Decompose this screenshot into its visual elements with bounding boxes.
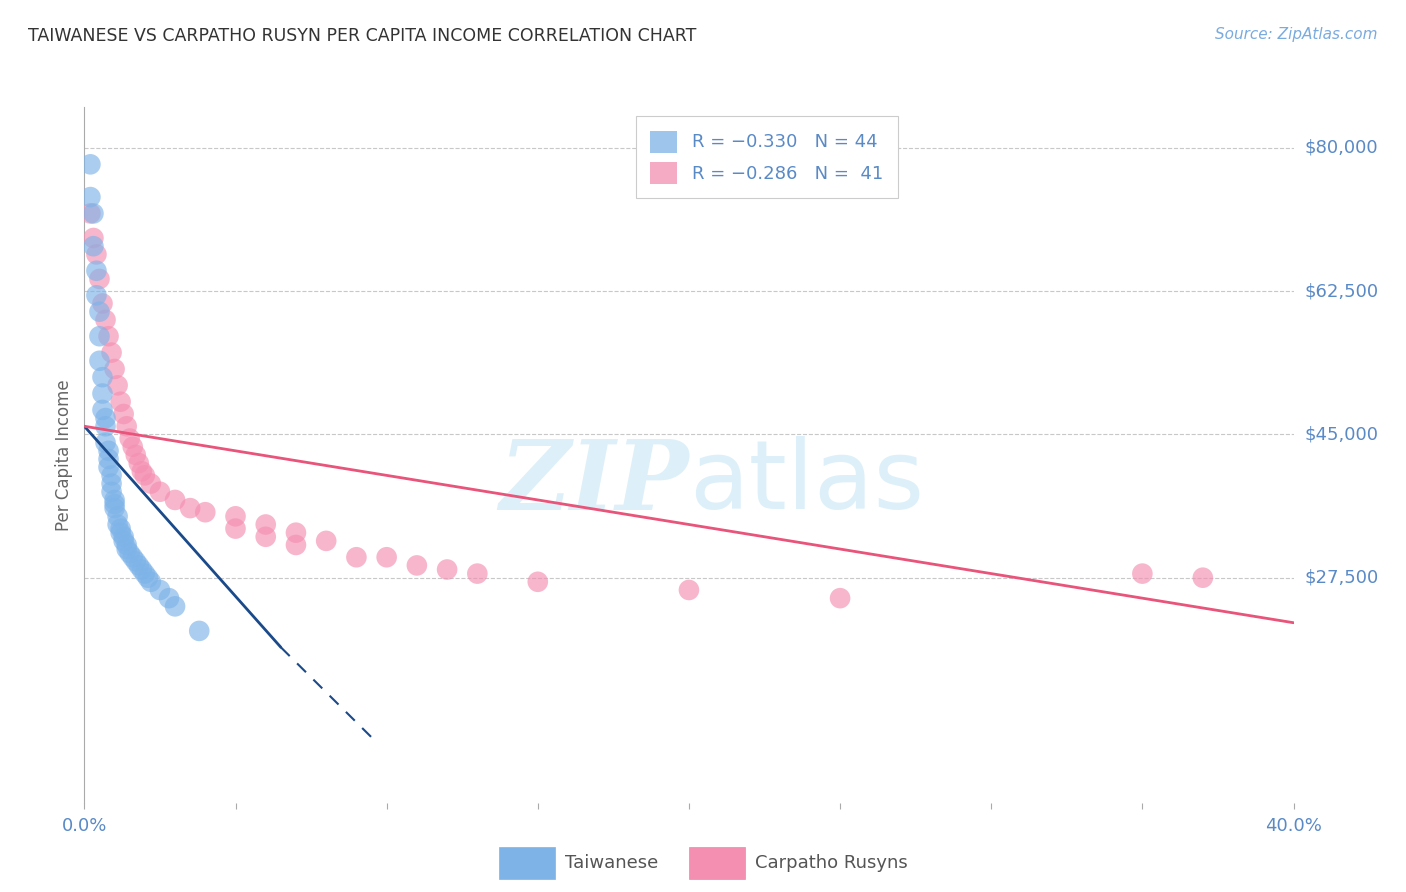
Point bbox=[128, 558, 150, 573]
Point bbox=[149, 484, 172, 499]
Point bbox=[125, 448, 148, 462]
Point bbox=[89, 304, 111, 318]
Point bbox=[121, 550, 143, 565]
Point bbox=[118, 432, 141, 446]
Point bbox=[104, 501, 127, 516]
Point bbox=[91, 370, 114, 384]
Point bbox=[104, 492, 127, 507]
Point bbox=[100, 476, 122, 491]
Point bbox=[406, 558, 429, 573]
Point bbox=[86, 264, 108, 278]
Point bbox=[91, 386, 114, 401]
Point bbox=[188, 624, 211, 638]
Point bbox=[254, 517, 277, 532]
Point bbox=[79, 157, 101, 171]
Legend: R = −0.330   N = 44, R = −0.286   N =  41: R = −0.330 N = 44, R = −0.286 N = 41 bbox=[636, 116, 897, 198]
Point bbox=[94, 419, 117, 434]
Text: Taiwanese: Taiwanese bbox=[565, 855, 658, 872]
Point bbox=[89, 329, 111, 343]
Point bbox=[91, 296, 114, 310]
Point bbox=[121, 440, 143, 454]
Point bbox=[284, 538, 308, 552]
Point bbox=[678, 582, 700, 597]
Point bbox=[97, 443, 120, 458]
Point bbox=[136, 571, 159, 585]
Text: $62,500: $62,500 bbox=[1305, 282, 1379, 301]
Point bbox=[97, 452, 120, 467]
Y-axis label: Per Capita Income: Per Capita Income bbox=[55, 379, 73, 531]
Point bbox=[131, 464, 153, 478]
Point bbox=[467, 566, 489, 581]
Point bbox=[179, 501, 201, 516]
Point bbox=[82, 206, 104, 220]
Point bbox=[315, 533, 337, 548]
Point bbox=[97, 329, 120, 343]
Point bbox=[115, 538, 138, 552]
Point bbox=[254, 530, 277, 544]
Point bbox=[128, 456, 150, 470]
Point bbox=[149, 582, 172, 597]
Point bbox=[112, 530, 135, 544]
Text: atlas: atlas bbox=[689, 436, 924, 529]
Point bbox=[89, 272, 111, 286]
Point bbox=[134, 468, 156, 483]
Point bbox=[94, 411, 117, 425]
Point bbox=[157, 591, 180, 606]
Point bbox=[107, 517, 129, 532]
Point bbox=[134, 566, 156, 581]
Point bbox=[375, 550, 398, 565]
Point bbox=[86, 288, 108, 302]
Point bbox=[97, 460, 120, 475]
Point bbox=[1191, 571, 1213, 585]
Point bbox=[194, 505, 217, 519]
Point bbox=[1130, 566, 1153, 581]
Point bbox=[118, 546, 141, 560]
Point bbox=[225, 522, 247, 536]
Text: TAIWANESE VS CARPATHO RUSYN PER CAPITA INCOME CORRELATION CHART: TAIWANESE VS CARPATHO RUSYN PER CAPITA I… bbox=[28, 27, 696, 45]
Point bbox=[131, 562, 153, 576]
Point bbox=[115, 419, 138, 434]
Point bbox=[830, 591, 852, 606]
Point bbox=[107, 509, 129, 524]
Point bbox=[104, 497, 127, 511]
Text: $45,000: $45,000 bbox=[1305, 425, 1379, 443]
Text: $80,000: $80,000 bbox=[1305, 139, 1378, 157]
Point bbox=[79, 206, 101, 220]
Point bbox=[100, 468, 122, 483]
Point bbox=[112, 533, 135, 548]
Point bbox=[89, 353, 111, 368]
Point bbox=[94, 435, 117, 450]
Point bbox=[526, 574, 548, 589]
Point bbox=[91, 403, 114, 417]
Point bbox=[112, 407, 135, 421]
Point bbox=[346, 550, 368, 565]
Point bbox=[284, 525, 308, 540]
Point bbox=[94, 313, 117, 327]
Point bbox=[139, 476, 162, 491]
Point bbox=[163, 492, 186, 507]
Text: ZIP: ZIP bbox=[499, 436, 689, 530]
Text: Source: ZipAtlas.com: Source: ZipAtlas.com bbox=[1215, 27, 1378, 42]
Point bbox=[436, 562, 458, 576]
Text: Carpatho Rusyns: Carpatho Rusyns bbox=[755, 855, 908, 872]
Point bbox=[100, 345, 122, 359]
Point bbox=[100, 484, 122, 499]
Point bbox=[125, 554, 148, 568]
Point bbox=[86, 247, 108, 261]
Point bbox=[115, 542, 138, 557]
Point bbox=[82, 239, 104, 253]
Point bbox=[110, 394, 132, 409]
Point bbox=[163, 599, 186, 614]
Point bbox=[110, 525, 132, 540]
Point bbox=[82, 231, 104, 245]
Point bbox=[107, 378, 129, 392]
Text: $27,500: $27,500 bbox=[1305, 569, 1379, 587]
Point bbox=[225, 509, 247, 524]
Point bbox=[104, 362, 127, 376]
Point bbox=[139, 574, 162, 589]
Point bbox=[110, 522, 132, 536]
Point bbox=[79, 190, 101, 204]
